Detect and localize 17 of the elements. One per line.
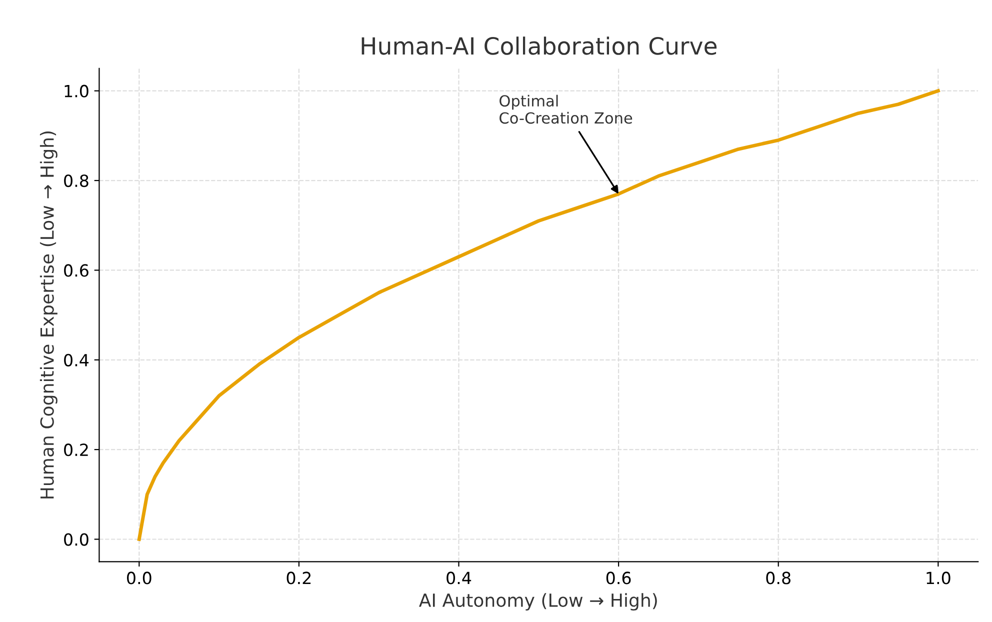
line-series xyxy=(137,89,940,541)
chart-title: Human-AI Collaboration Curve xyxy=(362,36,717,55)
annotation: Optimal Co-Creation Zone xyxy=(500,94,632,124)
x-tick-label: 0.0 xyxy=(126,572,152,584)
x-axis-title: AI Autonomy (Low → High) xyxy=(419,593,657,611)
y-tick-label: 0.6 xyxy=(64,264,88,277)
y-axis-title: Human Cognitive Expertise (Low → High) xyxy=(40,131,58,498)
x-tick-label: 0.8 xyxy=(766,572,790,584)
y-tick-label: 1.0 xyxy=(64,84,88,98)
y-tick-label: 0.4 xyxy=(64,354,89,366)
x-tick-label: 0.6 xyxy=(606,572,631,584)
x-tick-label: 1.0 xyxy=(926,572,950,584)
y-tick-label: 0.8 xyxy=(64,174,88,188)
x-tick-label: 0.2 xyxy=(286,572,311,584)
y-tick-label: 0.0 xyxy=(64,533,88,546)
y-tick-label: 0.2 xyxy=(64,444,88,456)
x-tick-label: 0.4 xyxy=(446,572,472,584)
